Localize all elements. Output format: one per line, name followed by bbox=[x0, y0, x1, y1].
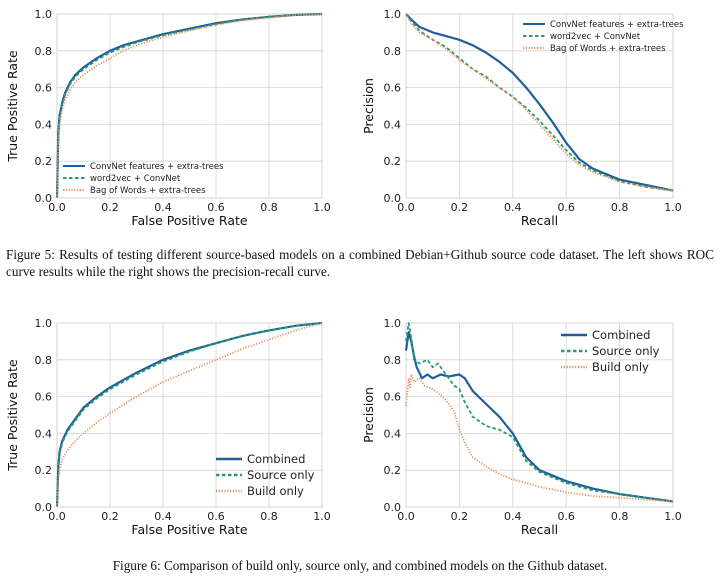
x-tick-label: 1.0 bbox=[313, 510, 331, 523]
y-tick-label: 0.8 bbox=[35, 45, 53, 58]
y-axis-label: True Positive Rate bbox=[5, 359, 20, 472]
x-tick-label: 0.4 bbox=[504, 510, 522, 523]
x-tick-label: 0.4 bbox=[154, 510, 172, 523]
y-tick-label: 0.4 bbox=[35, 427, 53, 440]
legend-label: Combined bbox=[247, 452, 305, 466]
figure6-caption: Figure 6: Comparison of build only, sour… bbox=[112, 558, 608, 573]
series-line bbox=[56, 322, 323, 508]
legend-label: ConvNet features + extra-trees bbox=[550, 20, 684, 30]
x-tick-label: 0.2 bbox=[101, 201, 119, 214]
legend-label: Source only bbox=[247, 468, 315, 482]
y-tick-label: 0.2 bbox=[35, 464, 53, 477]
figure5-roc-chart: 0.0 0.2 0.4 0.6 0.8 1.0 0.0 0.2 0.4 0.6 0.8 1.0 Fals… bbox=[5, 8, 331, 228]
series-line bbox=[405, 13, 674, 192]
x-tick-label: 0.0 bbox=[48, 510, 66, 523]
legend-label: Bag of Words + extra-trees bbox=[90, 186, 206, 196]
series-line bbox=[404, 331, 674, 503]
x-tick-label: 0.0 bbox=[397, 201, 415, 214]
y-tick-label: 0.8 bbox=[35, 354, 53, 367]
y-tick-label: 0.2 bbox=[384, 155, 402, 168]
series-line bbox=[405, 13, 674, 192]
y-tick-label: 0.6 bbox=[35, 391, 53, 404]
legend-label: Bag of Words + extra-trees bbox=[550, 44, 666, 54]
x-tick-label: 0.6 bbox=[207, 510, 225, 523]
y-axis-label: True Positive Rate bbox=[5, 50, 20, 163]
x-tick-label: 0.4 bbox=[504, 201, 522, 214]
x-tick-label: 0.4 bbox=[154, 201, 172, 214]
figure6-roc-chart: 0.0 0.2 0.4 0.6 0.8 1.0 0.0 0.2 0.4 0.6 0.8 1.0 Fals… bbox=[5, 317, 331, 537]
legend-label: Source only bbox=[592, 344, 660, 358]
x-axis-label: False Positive Rate bbox=[131, 522, 247, 537]
x-tick-label: 0.6 bbox=[557, 201, 575, 214]
y-tick-label: 0.8 bbox=[384, 45, 402, 58]
y-tick-label: 0.4 bbox=[35, 118, 53, 131]
x-axis-label: Recall bbox=[521, 522, 558, 537]
x-tick-label: 1.0 bbox=[664, 510, 682, 523]
legend-label: Build only bbox=[247, 484, 304, 498]
legend-label: Combined bbox=[592, 328, 650, 342]
x-tick-label: 0.8 bbox=[260, 201, 278, 214]
x-tick-label: 0.0 bbox=[48, 201, 66, 214]
y-axis-label: Precision bbox=[361, 387, 376, 443]
y-tick-label: 0.0 bbox=[35, 501, 53, 514]
series-line bbox=[405, 13, 674, 192]
y-tick-label: 0.0 bbox=[35, 192, 53, 205]
x-axis-label: False Positive Rate bbox=[131, 213, 247, 228]
x-tick-label: 0.2 bbox=[451, 510, 469, 523]
plot-area bbox=[56, 322, 323, 508]
x-tick-label: 1.0 bbox=[664, 201, 682, 214]
figure6-precision-recall-chart: 0.0 0.2 0.4 0.6 0.8 1.0 0.0 0.2 0.4 0.6 0.8 1.0 Reca… bbox=[361, 317, 682, 537]
series-line bbox=[56, 322, 323, 508]
series-line bbox=[405, 322, 674, 503]
legend-label: word2vec + ConvNet bbox=[90, 174, 181, 184]
series-line bbox=[405, 373, 674, 503]
x-axis-label: Recall bbox=[521, 213, 558, 228]
y-tick-label: 0.8 bbox=[384, 354, 402, 367]
x-tick-label: 0.0 bbox=[397, 510, 415, 523]
y-tick-label: 0.6 bbox=[384, 391, 402, 404]
y-tick-label: 0.6 bbox=[384, 82, 402, 95]
y-tick-label: 1.0 bbox=[384, 317, 402, 330]
x-tick-label: 0.2 bbox=[451, 201, 469, 214]
plot-area bbox=[56, 13, 323, 199]
y-tick-label: 1.0 bbox=[35, 8, 53, 21]
x-tick-label: 0.8 bbox=[611, 201, 629, 214]
x-tick-label: 0.6 bbox=[207, 201, 225, 214]
y-tick-label: 0.4 bbox=[384, 118, 402, 131]
x-tick-label: 0.8 bbox=[260, 510, 278, 523]
x-tick-label: 1.0 bbox=[313, 201, 331, 214]
y-tick-label: 0.0 bbox=[384, 501, 402, 514]
y-tick-label: 1.0 bbox=[35, 317, 53, 330]
y-tick-label: 0.2 bbox=[35, 155, 53, 168]
legend-label: word2vec + ConvNet bbox=[550, 32, 641, 42]
legend-label: Build only bbox=[592, 360, 649, 374]
y-tick-label: 0.6 bbox=[35, 82, 53, 95]
figure5-caption: Figure 5: Results of testing different s… bbox=[6, 247, 714, 279]
series-line bbox=[56, 13, 323, 199]
x-tick-label: 0.2 bbox=[101, 510, 119, 523]
y-tick-label: 0.4 bbox=[384, 427, 402, 440]
x-tick-label: 0.8 bbox=[611, 510, 629, 523]
y-tick-label: 0.0 bbox=[384, 192, 402, 205]
y-tick-label: 0.2 bbox=[384, 464, 402, 477]
figure5-precision-recall-chart: 0.0 0.2 0.4 0.6 0.8 1.0 0.0 0.2 0.4 0.6 0.8 1.0 Reca… bbox=[361, 8, 684, 228]
y-axis-label: Precision bbox=[361, 78, 376, 134]
legend-label: ConvNet features + extra-trees bbox=[90, 162, 224, 172]
y-tick-label: 1.0 bbox=[384, 8, 402, 21]
x-tick-label: 0.6 bbox=[557, 510, 575, 523]
